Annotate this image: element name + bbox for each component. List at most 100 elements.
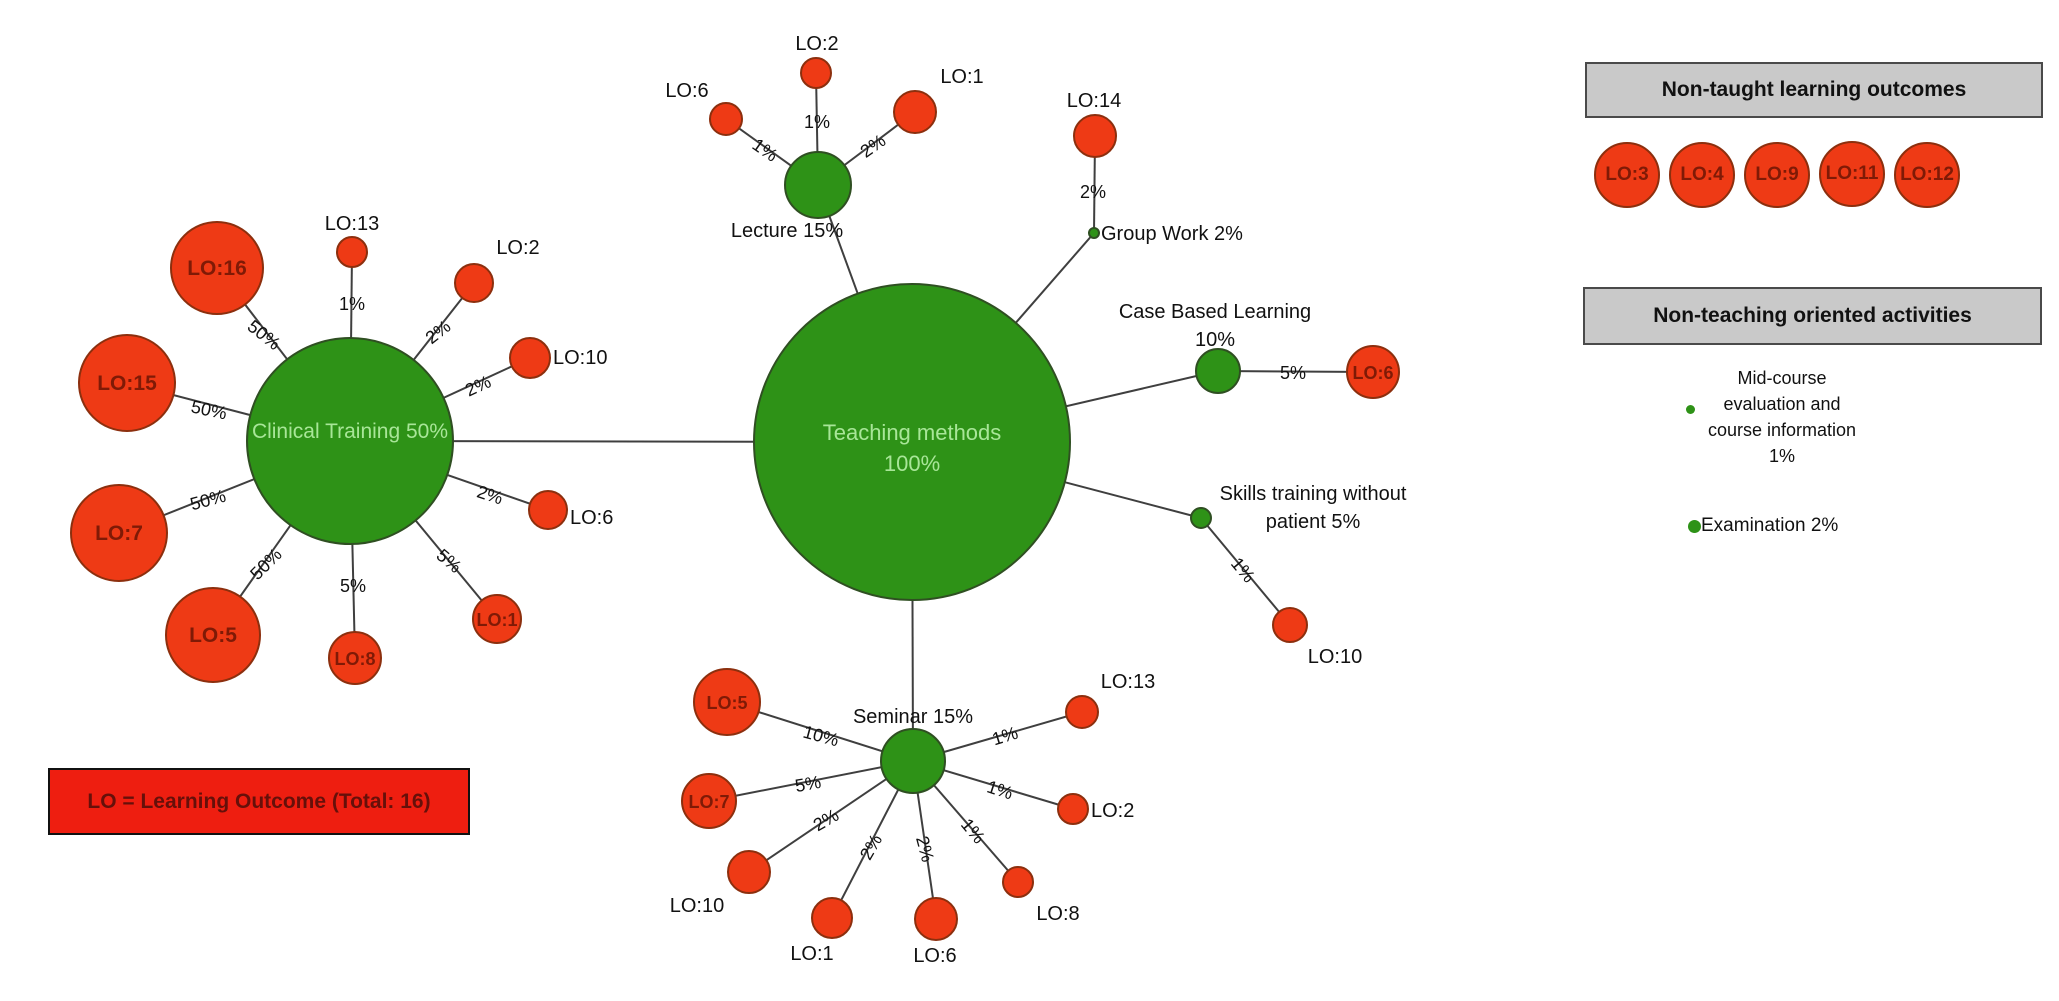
pct-seminar-lo1: 2%	[856, 831, 886, 864]
pct-clinical-lo15: 50%	[189, 396, 228, 423]
mid-course-label-line: course information	[1707, 420, 1857, 440]
label-cbl-lo6: LO:6	[1352, 363, 1393, 383]
edge-seminar-lo10	[748, 760, 914, 873]
label-clinical-lo1: LO:1	[476, 610, 517, 630]
pct-seminar-lo6: 2%	[912, 834, 938, 864]
legend-circle-lo12: LO:12	[1894, 142, 1960, 208]
node-seminar-lo5	[693, 668, 761, 736]
label-clinical-lo7: LO:7	[95, 522, 143, 545]
node-clinical-lo6	[528, 490, 568, 530]
examination-label: Examination 2%	[1701, 515, 1839, 536]
node-seminar-lo13	[1065, 695, 1099, 729]
label-lecture-lo6: LO:6	[665, 80, 708, 102]
label-seminar-lo6: LO:6	[913, 945, 956, 967]
pct-clinical-lo7: 50%	[188, 486, 228, 515]
node-lecture-lo1	[893, 90, 937, 134]
pct-clinical-lo1: 5%	[433, 545, 466, 577]
node-clinical-lo16	[170, 221, 264, 315]
label-clinical-lo10: LO:10	[553, 347, 607, 369]
label-groupwork: Group Work 2%	[1101, 223, 1243, 245]
label-clinical-lo8: LO:8	[334, 649, 375, 669]
pct-seminar-lo7: 5%	[793, 772, 822, 796]
node-groupwork	[1088, 227, 1100, 239]
mid-course-label-line: evaluation and	[1723, 394, 1841, 414]
lo-key-box: LO = Learning Outcome (Total: 16)	[48, 768, 470, 835]
node-cbl-lo6	[1346, 345, 1400, 399]
non-taught-panel-title: Non-taught learning outcomes	[1585, 62, 2043, 118]
pct-seminar-lo10: 2%	[810, 805, 843, 835]
node-lecture-lo6	[709, 102, 743, 136]
label-seminar-lo13: LO:13	[1101, 671, 1155, 693]
legend-circle-lo9: LO:9	[1744, 142, 1810, 208]
node-clinical-lo5	[165, 587, 261, 683]
edge-seminar-lo7	[708, 760, 914, 802]
non-teaching-panel-title: Non-teaching oriented activities	[1583, 287, 2042, 345]
legend-circle-lo11: LO:11	[1819, 141, 1885, 207]
node-clinical-lo2	[454, 263, 494, 303]
node-clinical	[246, 337, 454, 545]
label-seminar: Seminar 15%	[853, 706, 973, 728]
node-clinical-lo10	[509, 337, 551, 379]
node-skills	[1190, 507, 1212, 529]
label-clinical-lo2: LO:2	[496, 237, 539, 259]
node-teaching-methods	[753, 283, 1071, 601]
legend-circle-lo3: LO:3	[1594, 142, 1660, 208]
node-seminar-lo6	[914, 897, 958, 941]
node-clinical-lo8	[328, 631, 382, 685]
label-skills: Skills training without	[1220, 483, 1407, 505]
pct-lecture-lo2: 1%	[804, 112, 830, 132]
mid-course-label-line: Mid-course	[1737, 368, 1827, 388]
label-cbl: Case Based Learning	[1119, 301, 1311, 323]
label-teaching-methods: Teaching methods	[823, 420, 1002, 445]
label-clinical-lo13: LO:13	[325, 213, 379, 235]
label-seminar-lo5: LO:5	[706, 693, 747, 713]
mid-course-label: Mid-course evaluation and course informati…	[1672, 365, 1892, 469]
pct-groupwork-lo14: 2%	[1080, 182, 1106, 202]
node-seminar-lo1	[811, 897, 853, 939]
pct-seminar-lo5: 10%	[801, 722, 841, 751]
label-clinical-lo16: LO:16	[187, 257, 247, 280]
pct-seminar-lo13: 1%	[990, 723, 1021, 750]
label-skills: patient 5%	[1266, 511, 1361, 533]
node-cbl	[1195, 348, 1241, 394]
label-seminar-lo7: LO:7	[688, 792, 729, 812]
label-lecture-lo2: LO:2	[795, 33, 838, 55]
pct-clinical-lo13: 1%	[339, 294, 365, 314]
pct-clinical-lo6: 2%	[475, 481, 506, 508]
label-clinical: Clinical Training 50%	[252, 420, 448, 443]
label-groupwork-lo14: LO:14	[1067, 90, 1121, 112]
mid-course-dot-icon	[1686, 405, 1695, 414]
label-clinical-lo15: LO:15	[97, 372, 157, 395]
label-seminar-lo10: LO:10	[670, 895, 724, 917]
label-clinical-lo5: LO:5	[189, 624, 237, 647]
node-lecture	[784, 151, 852, 219]
label-seminar-lo2: LO:2	[1091, 800, 1134, 822]
node-seminar-lo10	[727, 850, 771, 894]
label-clinical-lo6: LO:6	[570, 507, 613, 529]
node-seminar-lo7	[681, 773, 737, 829]
node-skills-lo10	[1272, 607, 1308, 643]
label-lecture-lo1: LO:1	[940, 66, 983, 88]
node-groupwork-lo14	[1073, 114, 1117, 158]
node-clinical-lo1	[472, 594, 522, 644]
mid-course-label-line: 1%	[1768, 446, 1795, 466]
node-clinical-lo13	[336, 236, 368, 268]
legend-circle-lo4: LO:4	[1669, 142, 1735, 208]
pct-cbl-lo6: 5%	[1280, 363, 1306, 383]
label-lecture: Lecture 15%	[731, 220, 844, 242]
label-seminar-lo1: LO:1	[790, 943, 833, 965]
node-seminar-lo2	[1057, 793, 1089, 825]
label-skills-lo10: LO:10	[1308, 646, 1362, 668]
node-clinical-lo15	[78, 334, 176, 432]
node-lecture-lo2	[800, 57, 832, 89]
node-clinical-lo7	[70, 484, 168, 582]
pct-seminar-lo2: 1%	[985, 776, 1016, 803]
label-teaching-methods: 100%	[884, 451, 940, 476]
pct-clinical-lo8: 5%	[340, 576, 366, 596]
label-seminar-lo8: LO:8	[1036, 903, 1079, 925]
node-seminar	[880, 728, 946, 794]
node-seminar-lo8	[1002, 866, 1034, 898]
examination-dot-icon	[1688, 520, 1701, 533]
